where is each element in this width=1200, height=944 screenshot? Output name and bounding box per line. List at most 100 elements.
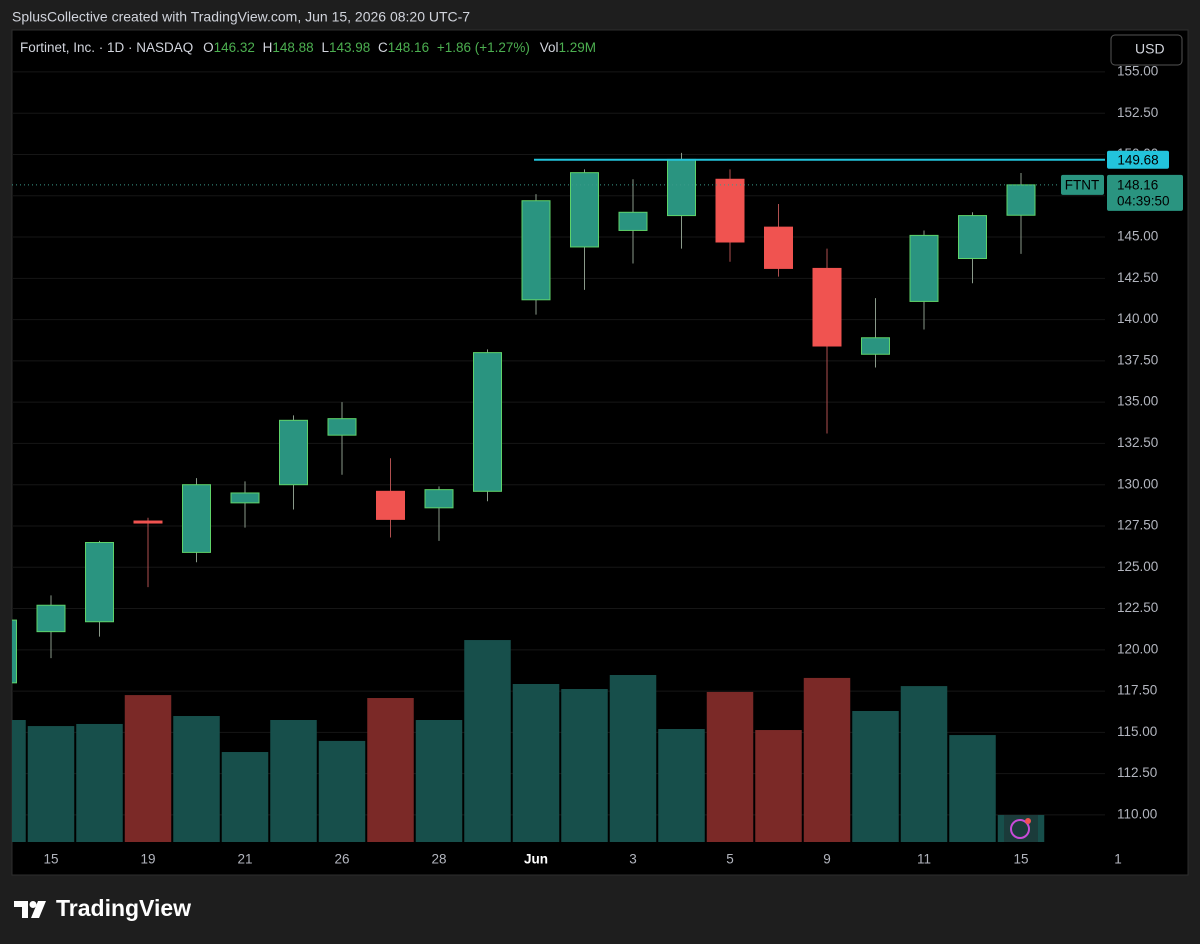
y-tick-label: 125.00	[1117, 559, 1158, 574]
y-tick-label: 112.50	[1117, 765, 1157, 780]
volume-bar	[900, 686, 948, 842]
volume-bar	[124, 695, 172, 842]
y-tick-label: 120.00	[1117, 641, 1158, 656]
candle-body	[230, 492, 260, 504]
candle-body	[473, 352, 502, 492]
symbol: Fortinet, Inc. · 1D · NASDAQ	[20, 40, 193, 55]
axes: 110.00 112.50 115.00 117.50 120.00 122.50 125.…	[12, 63, 1183, 867]
volume-bar	[464, 640, 511, 842]
x-tick-label: 5	[726, 852, 734, 867]
candle-body	[1006, 184, 1036, 216]
volume-bar	[803, 677, 851, 842]
volume-pane	[12, 640, 1045, 842]
attribution: SplusCollective created with TradingView…	[12, 9, 470, 25]
legend-label: O	[203, 40, 214, 55]
x-tick-label: 15	[43, 852, 58, 867]
volume-bar	[949, 735, 996, 842]
candle-body	[36, 604, 66, 633]
legend-label: Vol	[540, 40, 559, 55]
y-tick-label: 137.50	[1117, 352, 1158, 367]
x-tick-label: 15	[1013, 852, 1028, 867]
x-tick-label: 11	[917, 852, 931, 867]
candle-body	[570, 172, 599, 248]
candle-body	[715, 178, 745, 243]
y-tick-label: 140.00	[1117, 311, 1158, 326]
level-label-box	[1107, 150, 1169, 169]
candle-body	[764, 226, 793, 269]
y-tick-label: 117.50	[1117, 683, 1157, 698]
tradingview-logo	[14, 901, 46, 918]
volume-bar	[318, 740, 366, 842]
y-tick-label: 152.50	[1117, 105, 1158, 120]
x-tick-label: 21	[237, 852, 252, 867]
volume-bar	[852, 710, 899, 842]
icon	[1010, 819, 1030, 839]
y-tick-label: 132.50	[1117, 435, 1158, 450]
volume-bar	[609, 674, 657, 842]
y-tick-label: 122.50	[1117, 600, 1158, 615]
x-tick-label: 28	[431, 852, 446, 867]
x-tick-label: 1	[1114, 852, 1122, 867]
candle-body	[812, 267, 842, 347]
candle-body	[667, 158, 696, 217]
candle-body	[909, 234, 939, 302]
candle-body	[618, 211, 648, 231]
x-tick-label: Jun	[524, 852, 548, 867]
volume-bar	[270, 719, 317, 842]
volume-bar	[12, 719, 26, 842]
y-tick-label: 130.00	[1117, 476, 1158, 491]
price-box	[1107, 174, 1183, 211]
volume-bar	[76, 723, 123, 842]
volume-bar	[173, 716, 220, 842]
candle-body	[958, 215, 987, 260]
candle-body	[521, 200, 551, 301]
legend-label: C	[378, 40, 388, 55]
icon-dot	[1025, 818, 1031, 824]
legend-label: L	[321, 40, 329, 55]
candle-body	[327, 418, 357, 436]
volume-bar	[367, 698, 414, 842]
y-tick-label: 145.00	[1117, 229, 1158, 244]
x-tick-label: 26	[334, 852, 349, 867]
price-label: 148.16	[1117, 177, 1158, 192]
candles	[12, 152, 1036, 684]
candle-body	[85, 541, 114, 623]
candle-body	[279, 419, 308, 486]
volume-bar	[755, 730, 802, 842]
volume-bar	[512, 683, 560, 842]
x-tick-label: 9	[823, 852, 831, 867]
volume-bar	[561, 689, 608, 842]
y-tick-label: 135.00	[1117, 394, 1158, 409]
candle-body	[182, 484, 211, 553]
candle-body	[133, 520, 163, 524]
currency[interactable]: USD	[1135, 41, 1165, 57]
candle-body	[424, 489, 454, 509]
level-label: 149.68	[1117, 152, 1158, 167]
legend-label: H	[263, 40, 273, 55]
countdown: 04:39:50	[1117, 193, 1170, 208]
volume-bar	[221, 752, 269, 842]
volume-bar	[706, 691, 754, 842]
x-tick-label: 3	[629, 852, 637, 867]
brand: TradingView	[56, 895, 191, 921]
currency-button[interactable]	[1110, 34, 1183, 66]
volume-bar	[415, 719, 463, 842]
y-tick-label: 155.00	[1117, 63, 1158, 78]
legend-value: 148.88	[272, 40, 313, 55]
y-tick-label: 115.00	[1117, 724, 1157, 739]
legend: Fortinet, Inc. · 1D · NASDAQ O146.32 H14…	[20, 40, 596, 55]
symbol-tag: FTNT	[1065, 177, 1100, 192]
legend-change: +1.86 (+1.27%)	[437, 40, 530, 55]
legend-value: 143.98	[329, 40, 370, 55]
y-tick-label: 127.50	[1117, 518, 1158, 533]
legend-value: 1.29M	[558, 40, 596, 55]
volume-bar	[27, 726, 75, 842]
candle-body	[12, 619, 17, 684]
candle-body	[861, 337, 890, 355]
x-tick-label: 19	[140, 852, 155, 867]
symbol-tag-box	[1061, 174, 1104, 195]
y-tick-label: 142.50	[1117, 270, 1158, 285]
volume-bar	[658, 728, 705, 842]
